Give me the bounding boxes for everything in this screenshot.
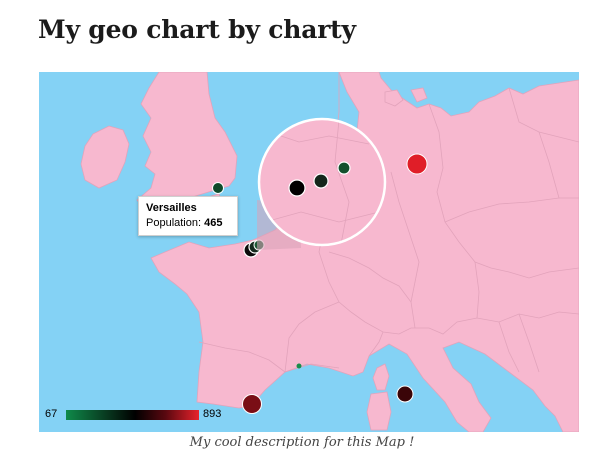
lens-marker[interactable] xyxy=(288,179,306,197)
tooltip-value: 465 xyxy=(204,217,223,229)
map-marker[interactable] xyxy=(212,182,224,194)
map-canvas[interactable] xyxy=(39,72,579,432)
lens-marker[interactable] xyxy=(337,161,351,175)
tooltip-population: Population: 465 xyxy=(146,217,222,229)
map-marker[interactable] xyxy=(396,385,414,403)
color-legend: 67 893 xyxy=(39,407,239,423)
legend-max-label: 893 xyxy=(203,408,222,420)
geo-chart[interactable]: Versailles Population: 465 xyxy=(39,72,579,432)
tooltip-title: Versailles xyxy=(146,202,197,214)
land-layer xyxy=(80,72,579,432)
page-title: My geo chart by charty xyxy=(38,15,356,44)
map-marker[interactable] xyxy=(296,363,302,369)
magnifier-lens[interactable] xyxy=(257,117,387,247)
land-danish-island xyxy=(384,89,404,107)
land-sardinia xyxy=(366,391,392,431)
map-marker[interactable] xyxy=(406,153,428,175)
land-corsica xyxy=(372,363,390,391)
legend-gradient-bar xyxy=(66,410,199,420)
land-ireland xyxy=(80,125,130,189)
border-layer xyxy=(198,72,579,373)
map-marker[interactable] xyxy=(242,394,262,414)
map-tooltip: Versailles Population: 465 xyxy=(138,196,238,236)
legend-min-label: 67 xyxy=(45,408,58,420)
tooltip-label: Population: xyxy=(146,217,205,229)
map-description: My cool description for this Map ! xyxy=(189,435,415,450)
land-danish-island-2 xyxy=(410,87,428,103)
lens-marker[interactable] xyxy=(313,173,329,189)
land-continent xyxy=(150,72,579,432)
